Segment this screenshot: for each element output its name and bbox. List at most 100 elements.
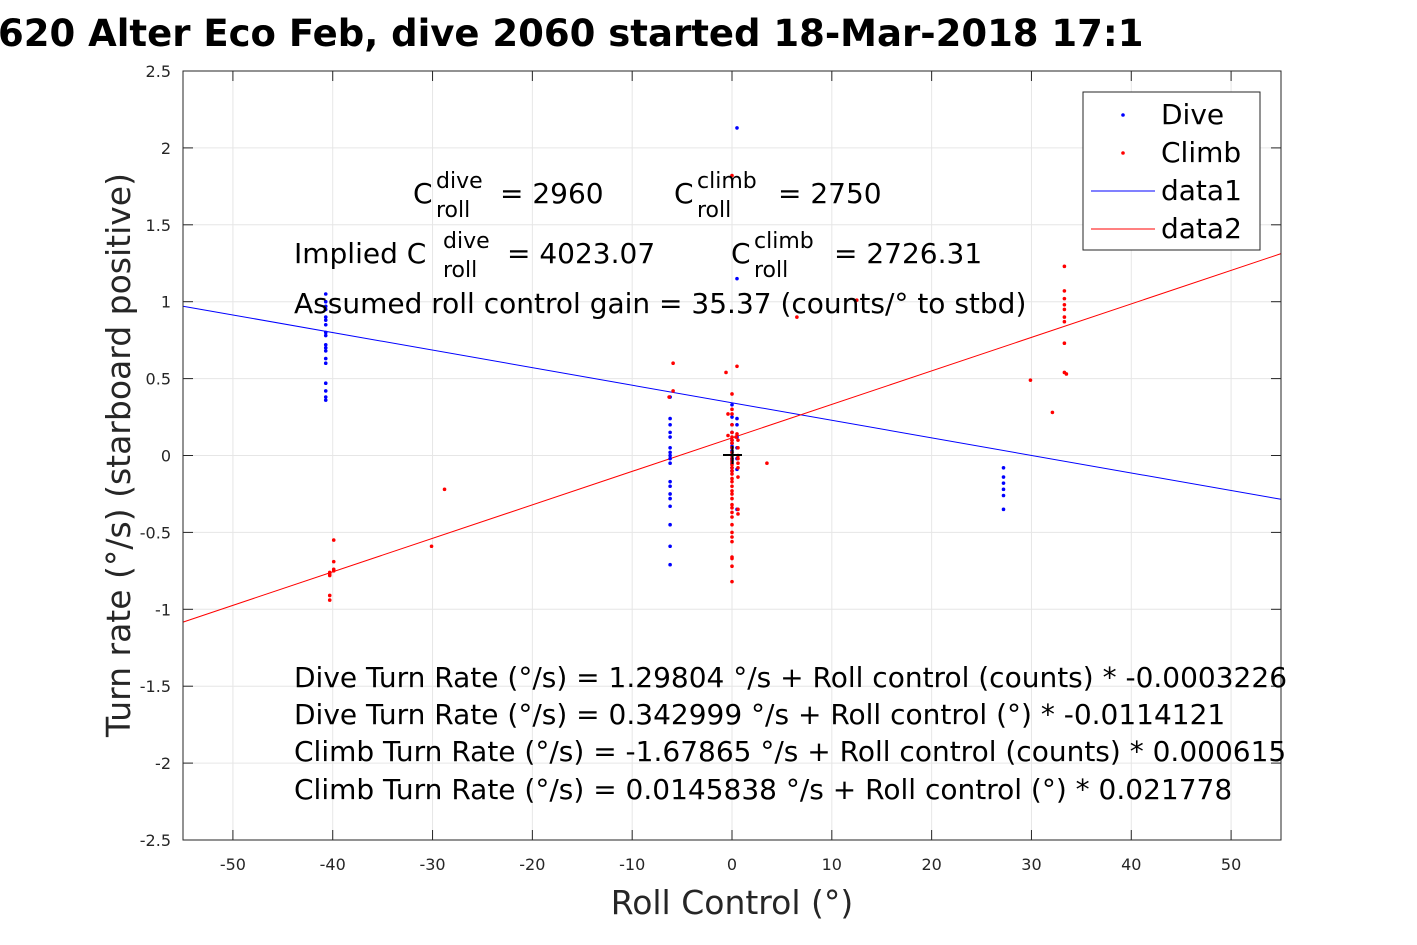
dive-point xyxy=(323,356,328,361)
climb-point xyxy=(730,173,734,178)
climb-point xyxy=(1062,302,1067,307)
dive-point xyxy=(668,484,672,489)
x-tick-label: -30 xyxy=(419,855,445,874)
c-dive-sub: roll xyxy=(436,198,470,223)
y-tick-label: 0 xyxy=(161,447,171,466)
y-tick-label: 2.5 xyxy=(146,62,171,81)
legend-label-dive: Dive xyxy=(1161,98,1224,131)
dive-point xyxy=(735,416,739,421)
climb-point xyxy=(1062,264,1067,269)
climb-point xyxy=(730,430,734,435)
dive-point xyxy=(668,446,672,450)
dive-point xyxy=(323,315,328,319)
legend-box xyxy=(1082,91,1261,251)
climb-point xyxy=(736,466,740,470)
climb-point xyxy=(442,487,447,492)
climb-point xyxy=(1062,315,1067,319)
x-axis-label: Roll Control (°) xyxy=(611,883,854,922)
climb-point xyxy=(730,535,734,539)
dive-point xyxy=(1001,475,1006,479)
climb-point xyxy=(1062,307,1067,312)
dive-point xyxy=(323,292,328,296)
dive-point xyxy=(1001,481,1006,485)
climb-point xyxy=(765,461,769,465)
y-tick-label: -2 xyxy=(155,754,171,773)
climb-point xyxy=(730,412,734,416)
climb-point xyxy=(730,484,734,489)
c-climb-sup: climb xyxy=(697,169,757,194)
x-tick-label: 50 xyxy=(1221,855,1241,874)
legend: Dive Climb data1 data2 xyxy=(1082,91,1261,251)
implied-climb-letter: C xyxy=(731,237,751,270)
y-tick-label: 1.5 xyxy=(146,216,171,235)
climb-point xyxy=(730,435,734,439)
climb-point xyxy=(730,422,734,427)
climb-point xyxy=(331,569,336,573)
dive-point xyxy=(668,456,672,461)
gain-text: Assumed roll control gain = 35.37 (count… xyxy=(294,287,1026,320)
implied-climb-sub: roll xyxy=(754,258,788,283)
climb-point xyxy=(671,361,675,366)
dive-point xyxy=(668,461,672,465)
c-climb-sub: roll xyxy=(697,198,731,223)
x-tick-label: -50 xyxy=(220,855,246,874)
dive-point xyxy=(323,318,328,322)
dive-point xyxy=(730,402,734,407)
origin-marker xyxy=(723,446,742,464)
climb-point xyxy=(667,395,671,399)
climb-point xyxy=(671,389,675,393)
climb-point xyxy=(1062,319,1067,324)
x-axis-ticks: -50 -40 -30 -20 -10 0 10 20 30 40 50 xyxy=(220,71,1241,874)
climb-point xyxy=(730,438,734,442)
x-tick-label: -20 xyxy=(519,855,545,874)
dive-point xyxy=(668,496,672,501)
dive-point xyxy=(668,479,672,484)
climb-point xyxy=(735,364,739,369)
dive-point xyxy=(668,416,672,421)
climb-point xyxy=(1062,289,1067,293)
climb-point xyxy=(730,392,734,396)
legend-marker-climb xyxy=(1121,151,1125,155)
legend-label-climb: Climb xyxy=(1161,136,1241,169)
climb-point xyxy=(327,593,332,598)
dive-point xyxy=(323,398,328,402)
c-dive-sup: dive xyxy=(436,169,483,194)
climb-point xyxy=(331,559,336,564)
x-tick-label: -10 xyxy=(619,855,645,874)
climb-point xyxy=(726,433,730,438)
dive-point xyxy=(668,435,672,439)
climb-point xyxy=(724,370,728,375)
climb-point xyxy=(726,412,730,416)
chart-title: 620 Alter Eco Feb, dive 2060 started 18-… xyxy=(0,12,1143,55)
y-axis-label: Turn rate (°/s) (starboard positive) xyxy=(99,173,138,738)
fit-line-data1 xyxy=(182,305,1282,500)
climb-point xyxy=(736,456,740,461)
dive-point xyxy=(668,504,672,509)
scatter-points xyxy=(323,126,1069,602)
fit-line-3: Climb Turn Rate (°/s) = -1.67865 °/s + R… xyxy=(294,735,1286,768)
dive-point xyxy=(668,422,672,427)
dive-point xyxy=(323,333,328,338)
dive-point xyxy=(668,450,672,455)
climb-point xyxy=(327,570,332,575)
dive-point xyxy=(735,422,739,427)
dive-point xyxy=(323,349,328,353)
implied-dive-sub: roll xyxy=(443,258,477,283)
climb-point xyxy=(730,466,734,470)
c-dive-value: = 2960 xyxy=(500,177,604,210)
implied-climb-value: = 2726.31 xyxy=(834,237,982,270)
fit-line-1: Dive Turn Rate (°/s) = 1.29804 °/s + Rol… xyxy=(294,661,1287,694)
y-tick-label: -2.5 xyxy=(140,831,171,850)
climb-point xyxy=(736,446,740,450)
fit-line-4: Climb Turn Rate (°/s) = 0.0145838 °/s + … xyxy=(294,773,1232,806)
climb-point xyxy=(1064,372,1069,376)
dive-point xyxy=(323,304,328,309)
climb-point xyxy=(730,579,734,584)
dive-point xyxy=(735,126,739,130)
climb-point xyxy=(734,435,738,439)
climb-point xyxy=(736,475,740,479)
y-tick-label: -1.5 xyxy=(140,677,171,696)
climb-point xyxy=(730,530,734,535)
dive-point xyxy=(1001,493,1006,498)
